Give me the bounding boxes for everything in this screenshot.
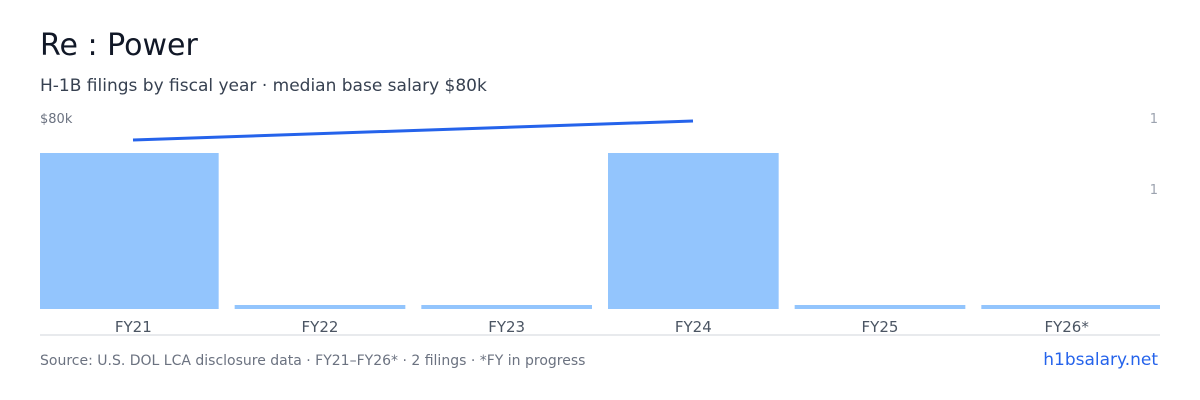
- bar-fy24[interactable]: [608, 153, 779, 309]
- right-axis-tick-mid: 1: [1149, 183, 1158, 198]
- site-link[interactable]: h1bsalary.net: [1043, 350, 1158, 370]
- chart-title: Re : Power: [40, 28, 198, 63]
- bar-fy22[interactable]: [234, 305, 406, 309]
- x-tick-label: FY25: [862, 318, 899, 336]
- right-axis-tick-top: 1: [1149, 112, 1158, 127]
- chart-subtitle: H-1B filings by fiscal year · median bas…: [40, 76, 487, 96]
- x-tick-label: FY21: [115, 318, 152, 336]
- x-tick-label: FY22: [302, 318, 339, 336]
- source-note: Source: U.S. DOL LCA disclosure data · F…: [40, 353, 586, 369]
- bar-fy23[interactable]: [421, 305, 592, 309]
- x-tick-label: FY23: [488, 318, 525, 336]
- bar-fy26-partial[interactable]: [981, 305, 1160, 309]
- salary-axis-label: $80k: [40, 112, 73, 127]
- x-tick-label: FY24: [675, 318, 712, 336]
- median-salary-line: [132, 119, 694, 142]
- bar-fy21[interactable]: [40, 153, 219, 309]
- x-tick-label: FY26*: [1044, 318, 1089, 336]
- bar-fy25[interactable]: [794, 305, 966, 309]
